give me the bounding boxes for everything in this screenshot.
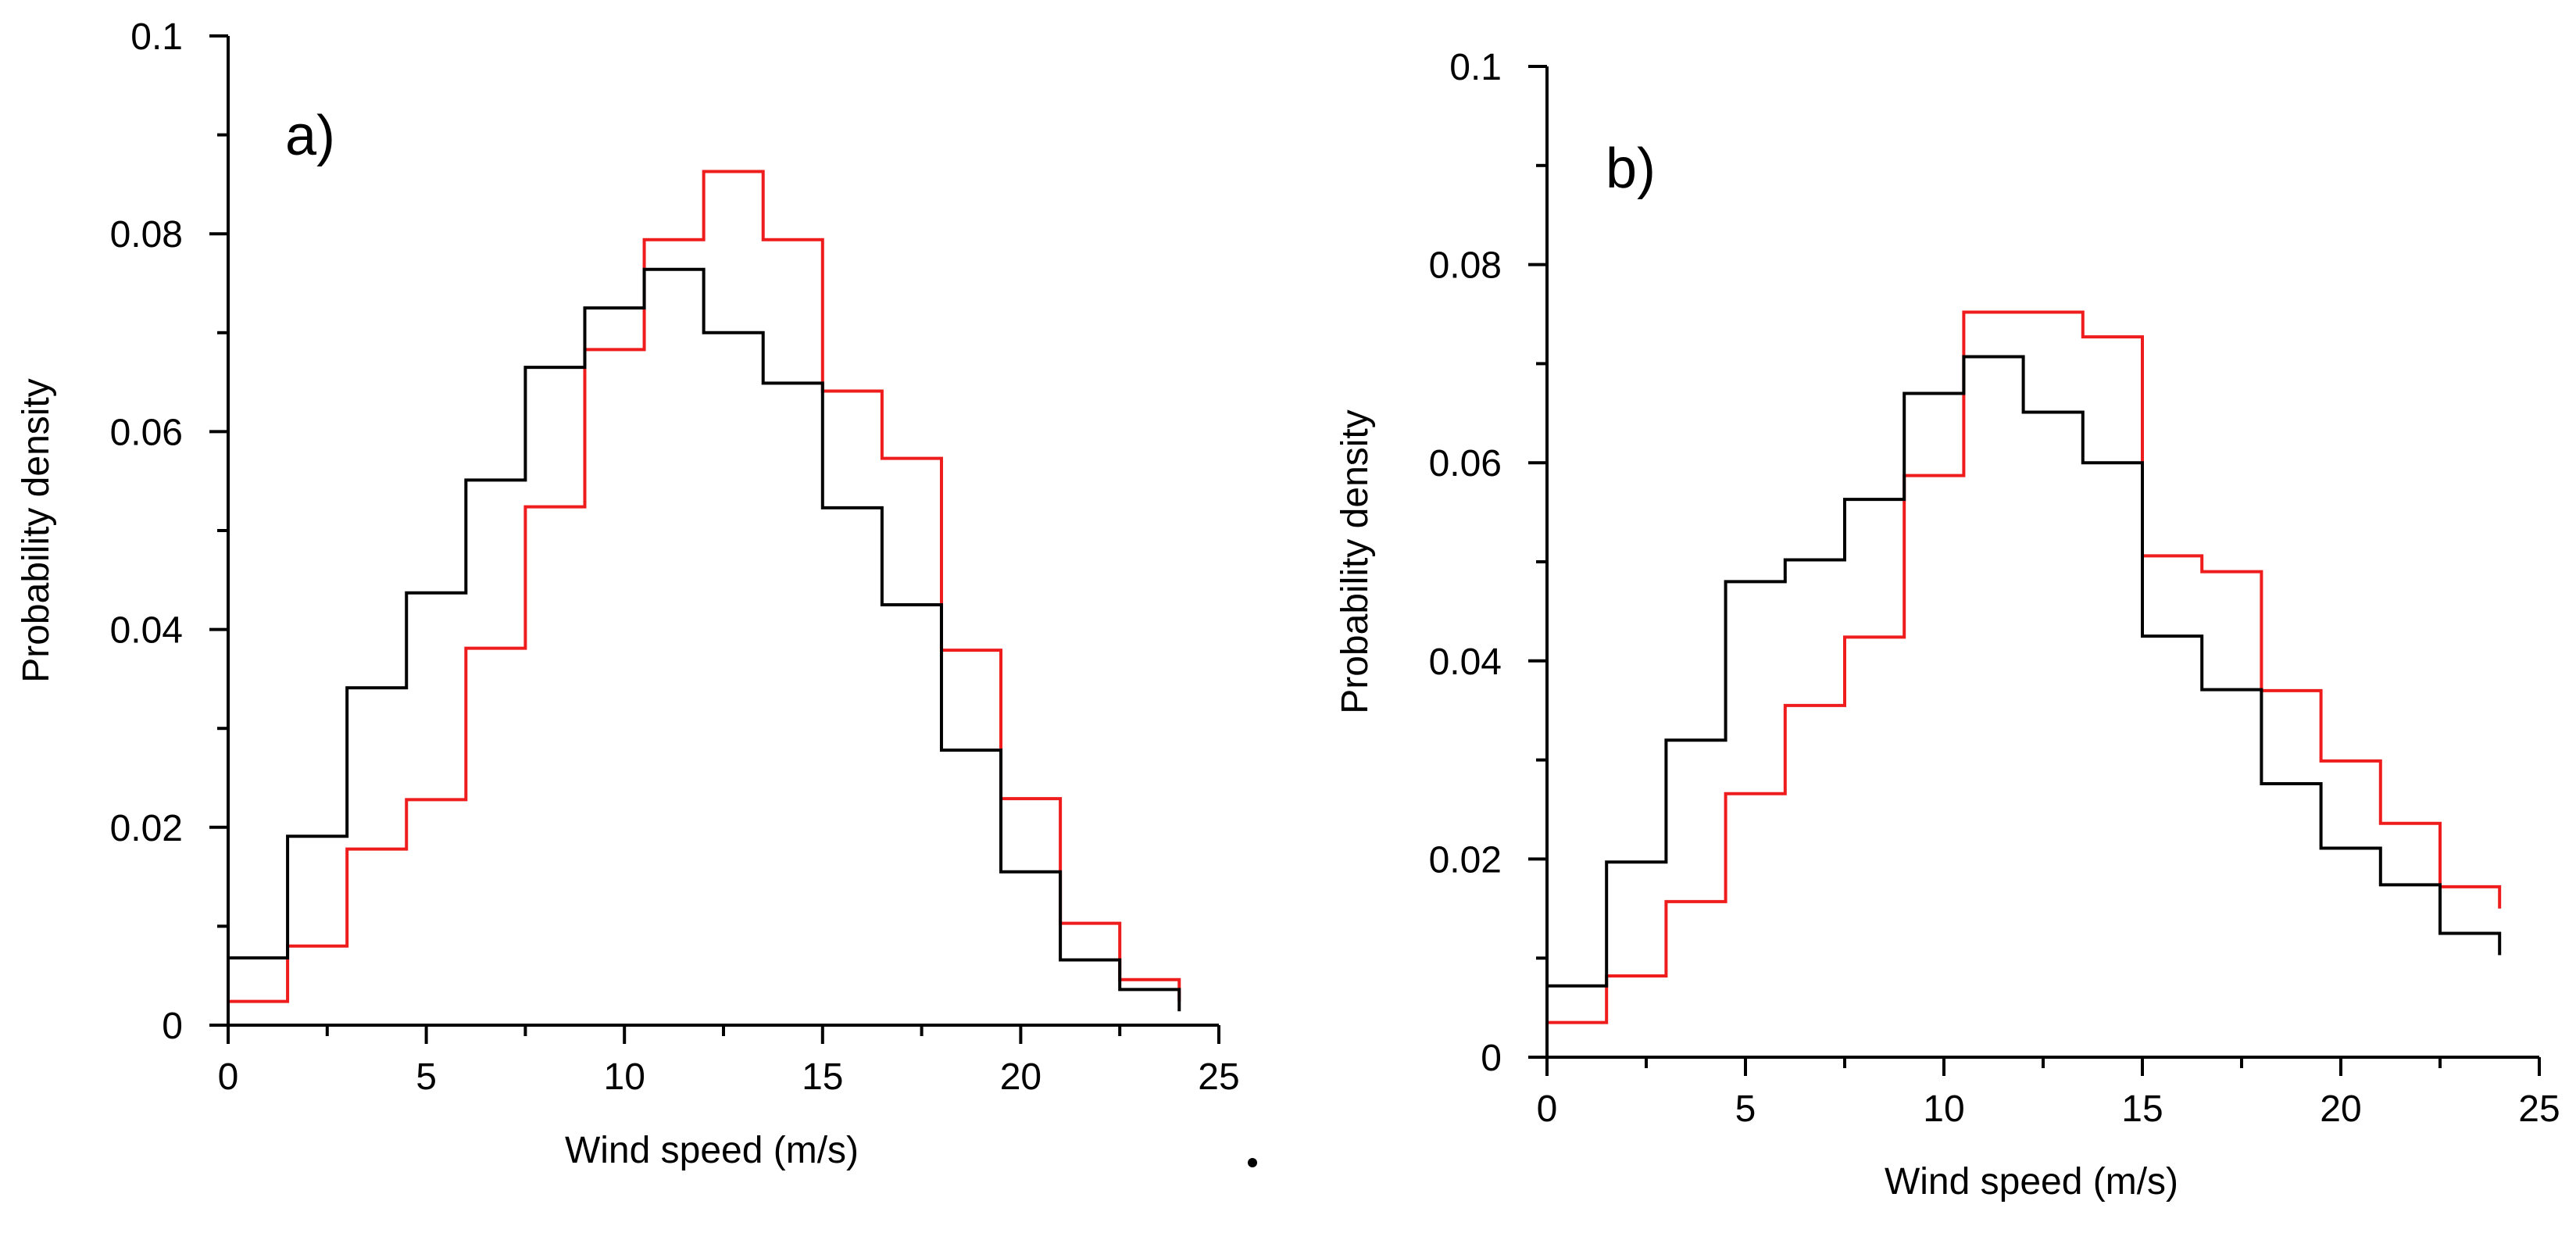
- x-tick-label: 20: [1000, 1056, 1041, 1098]
- x-tick-label: 0: [218, 1056, 239, 1098]
- y-tick-label: 0.02: [1429, 839, 1502, 881]
- panel-b: 0 5 10 15 20 25 0 0.02 0.04 0.06 0.08 0.1 Wind speed…: [1334, 47, 2560, 1203]
- x-tick-label: 25: [2518, 1088, 2560, 1130]
- x-tick-label: 5: [1735, 1088, 1756, 1130]
- y-tick-label: 0.06: [110, 412, 183, 453]
- panel-a: 0 5 10 15 20 25 0 0.02 0.04 0.06 0.08 0.1 Wind speed…: [16, 16, 1240, 1171]
- x-tick-label: 20: [2320, 1088, 2361, 1130]
- x-tick-label: 10: [604, 1056, 645, 1098]
- x-tick-label: 15: [802, 1056, 843, 1098]
- x-tick-label: 25: [1198, 1056, 1239, 1098]
- series-black-step-line: [1545, 355, 2502, 1057]
- stray-dot: [1248, 1158, 1257, 1167]
- x-tick-label: 15: [2121, 1088, 2163, 1130]
- y-tick-label: 0.04: [1429, 642, 1502, 683]
- y-tick-label: 0.04: [110, 610, 183, 652]
- y-tick-label: 0.08: [110, 214, 183, 256]
- y-axis-title: Probability density: [1334, 409, 1376, 714]
- x-axis-title: Wind speed (m/s): [565, 1130, 859, 1171]
- panel-label: b): [1606, 138, 1656, 200]
- y-tick-label: 0.06: [1429, 443, 1502, 484]
- y-tick-label: 0.08: [1429, 245, 1502, 287]
- y-tick-label: 0.02: [110, 808, 183, 849]
- series-red-step-line: [227, 170, 1181, 1025]
- y-tick-label: 0: [162, 1006, 183, 1047]
- y-axis-title: Probability density: [16, 378, 57, 683]
- series-red-step-line: [1545, 310, 2502, 1057]
- series-black-step-line: [227, 267, 1181, 1025]
- y-tick-label: 0.1: [130, 16, 183, 58]
- x-tick-label: 5: [416, 1056, 437, 1098]
- x-tick-label: 0: [1537, 1088, 1558, 1130]
- y-tick-label: 0.1: [1449, 47, 1502, 88]
- x-axis-title: Wind speed (m/s): [1885, 1161, 2178, 1203]
- panel-label: a): [285, 105, 335, 167]
- x-tick-label: 10: [1923, 1088, 1964, 1130]
- y-tick-label: 0: [1481, 1038, 1502, 1079]
